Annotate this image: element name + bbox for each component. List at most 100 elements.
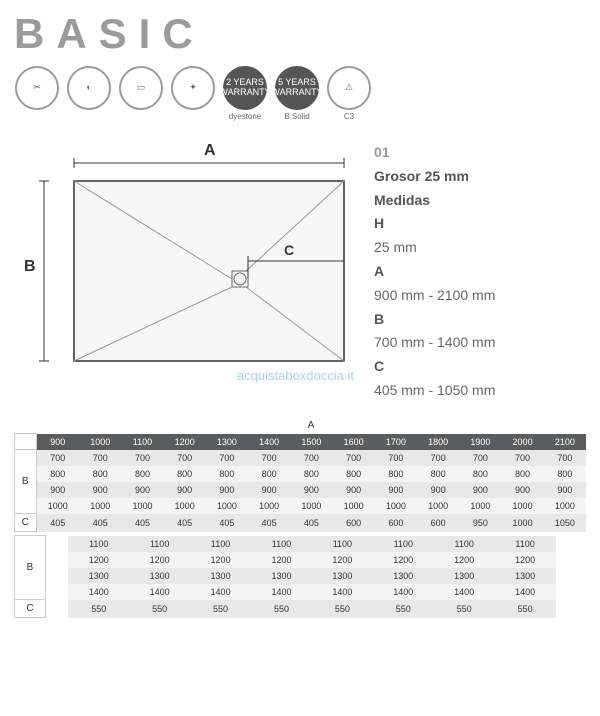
cell: 550 — [68, 600, 129, 618]
cell: 900 — [544, 482, 586, 498]
cell: 700 — [79, 450, 121, 466]
cell: 1400 — [434, 584, 495, 600]
cell: 700 — [36, 450, 79, 466]
cell: 1300 — [190, 568, 251, 584]
cell: 800 — [121, 466, 163, 482]
cell: 900 — [501, 482, 543, 498]
col-header: 1000 — [79, 434, 121, 450]
cell: 800 — [544, 466, 586, 482]
cell: 900 — [290, 482, 332, 498]
cell: 700 — [375, 450, 417, 466]
cell: 1200 — [312, 552, 373, 568]
cell: 1000 — [79, 498, 121, 514]
spec-key: C — [374, 355, 586, 379]
cell: 800 — [206, 466, 248, 482]
col-header: 900 — [36, 434, 79, 450]
col-header: 1200 — [164, 434, 206, 450]
icon-label: dyestone — [229, 112, 261, 121]
cell: 800 — [79, 466, 121, 482]
cell: 900 — [248, 482, 290, 498]
cell: 800 — [290, 466, 332, 482]
cell: 405 — [290, 514, 332, 532]
spec-subtitle: Medidas — [374, 189, 586, 213]
cell: 1300 — [373, 568, 434, 584]
size-table: A900100011001200130014001500160017001800… — [14, 417, 586, 533]
cell: 700 — [501, 450, 543, 466]
cell: 1300 — [129, 568, 190, 584]
cell: 550 — [251, 600, 312, 618]
svg-text:C: C — [284, 242, 294, 258]
col-header: 2000 — [501, 434, 543, 450]
col-header: 1400 — [248, 434, 290, 450]
cell: 1200 — [129, 552, 190, 568]
cell: 1200 — [190, 552, 251, 568]
cell: 1000 — [459, 498, 501, 514]
cell: 900 — [459, 482, 501, 498]
row-group-label: B — [15, 536, 46, 600]
spec-value: 700 mm - 1400 mm — [374, 331, 586, 355]
cell: 405 — [36, 514, 79, 532]
cell: 1100 — [68, 536, 129, 552]
col-header: 2100 — [544, 434, 586, 450]
product-diagram: A B C acquistaboxdoccia.it — [14, 141, 354, 403]
col-header: 1800 — [417, 434, 459, 450]
page-title: BASIC — [14, 10, 586, 58]
col-header: 1100 — [121, 434, 163, 450]
cell: 1200 — [495, 552, 556, 568]
cell: 800 — [375, 466, 417, 482]
cell: 1100 — [434, 536, 495, 552]
cell: 1400 — [251, 584, 312, 600]
spec-number: 01 — [374, 141, 586, 165]
cell: 1100 — [190, 536, 251, 552]
col-header: 1300 — [206, 434, 248, 450]
row-group-label: C — [15, 514, 37, 532]
cell: 1000 — [206, 498, 248, 514]
cell: 900 — [375, 482, 417, 498]
icon-label: C3 — [344, 112, 354, 121]
cell: 1000 — [164, 498, 206, 514]
cell: 1400 — [312, 584, 373, 600]
cell: 700 — [417, 450, 459, 466]
cell: 700 — [290, 450, 332, 466]
specs-panel: 01 Grosor 25 mm MedidasH25 mmA900 mm - 2… — [374, 141, 586, 403]
cell: 1000 — [544, 498, 586, 514]
cell: 550 — [434, 600, 495, 618]
cell: 1000 — [501, 514, 543, 532]
cell: 800 — [333, 466, 375, 482]
cell: 1100 — [495, 536, 556, 552]
cell: 700 — [206, 450, 248, 466]
cell: 405 — [248, 514, 290, 532]
cell: 700 — [164, 450, 206, 466]
svg-text:B: B — [24, 258, 36, 275]
spec-value: 900 mm - 2100 mm — [374, 284, 586, 308]
cell: 800 — [248, 466, 290, 482]
cell: 550 — [495, 600, 556, 618]
cell: 800 — [459, 466, 501, 482]
cell: 1000 — [375, 498, 417, 514]
cell: 1100 — [373, 536, 434, 552]
cell: 1200 — [434, 552, 495, 568]
cell: 600 — [333, 514, 375, 532]
cell: 1300 — [312, 568, 373, 584]
spec-key: A — [374, 260, 586, 284]
cell: 1400 — [190, 584, 251, 600]
cell: 600 — [375, 514, 417, 532]
cell: 900 — [164, 482, 206, 498]
cell: 900 — [121, 482, 163, 498]
spec-title: Grosor 25 mm — [374, 165, 586, 189]
cell: 550 — [190, 600, 251, 618]
cell: 600 — [417, 514, 459, 532]
cell: 900 — [206, 482, 248, 498]
cell: 800 — [36, 466, 79, 482]
col-header: 1900 — [459, 434, 501, 450]
cell: 1300 — [68, 568, 129, 584]
cell: 900 — [417, 482, 459, 498]
cell: 1200 — [251, 552, 312, 568]
cell: 700 — [121, 450, 163, 466]
cell: 405 — [164, 514, 206, 532]
cell: 1000 — [248, 498, 290, 514]
spec-value: 405 mm - 1050 mm — [374, 379, 586, 403]
cell: 1000 — [36, 498, 79, 514]
cell: 1050 — [544, 514, 586, 532]
size-table: B110011001100110011001100110011001200120… — [14, 535, 586, 618]
